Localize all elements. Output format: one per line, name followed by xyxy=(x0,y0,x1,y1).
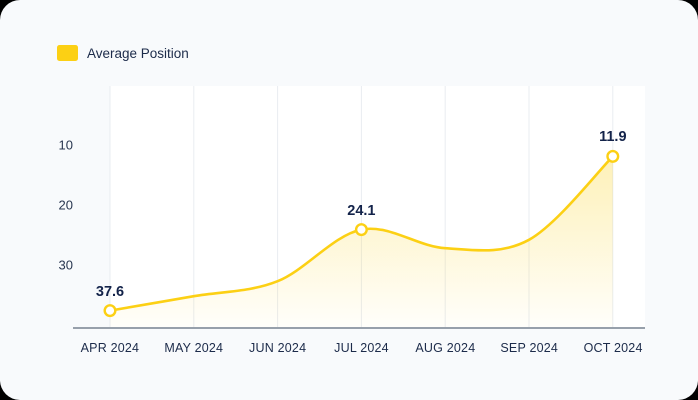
x-axis-label-oct-2024: OCT 2024 xyxy=(583,341,643,355)
x-axis-label-apr-2024: APR 2024 xyxy=(80,341,140,355)
x-axis-label-jul-2024: JUL 2024 xyxy=(334,341,389,355)
x-axis-label-sep-2024: SEP 2024 xyxy=(500,341,559,355)
point-label-oct: 11.9 xyxy=(599,129,627,146)
legend-label: Average Position xyxy=(87,45,189,61)
x-axis-label-aug-2024: AUG 2024 xyxy=(415,341,476,355)
y-axis-tick-20: 20 xyxy=(58,197,73,213)
data-point-marker[interactable] xyxy=(606,149,620,163)
point-label-apr: 37.6 xyxy=(95,283,125,300)
data-point-marker[interactable] xyxy=(354,223,368,237)
x-axis-label-may-2024: MAY 2024 xyxy=(164,341,224,355)
legend-swatch-icon xyxy=(57,45,78,61)
y-axis-tick-30: 30 xyxy=(58,257,73,273)
x-axis-label-jun-2024: JUN 2024 xyxy=(249,341,307,355)
legend-item-average-position[interactable]: Average Position xyxy=(57,45,189,61)
y-axis-tick-10: 10 xyxy=(58,137,73,153)
series-area-fill xyxy=(110,156,613,328)
point-label-jul: 24.1 xyxy=(347,202,376,219)
x-axis: APR 2024 MAY 2024 JUN 2024 JUL 2024 AUG … xyxy=(68,341,655,355)
data-point-marker[interactable] xyxy=(103,304,117,318)
